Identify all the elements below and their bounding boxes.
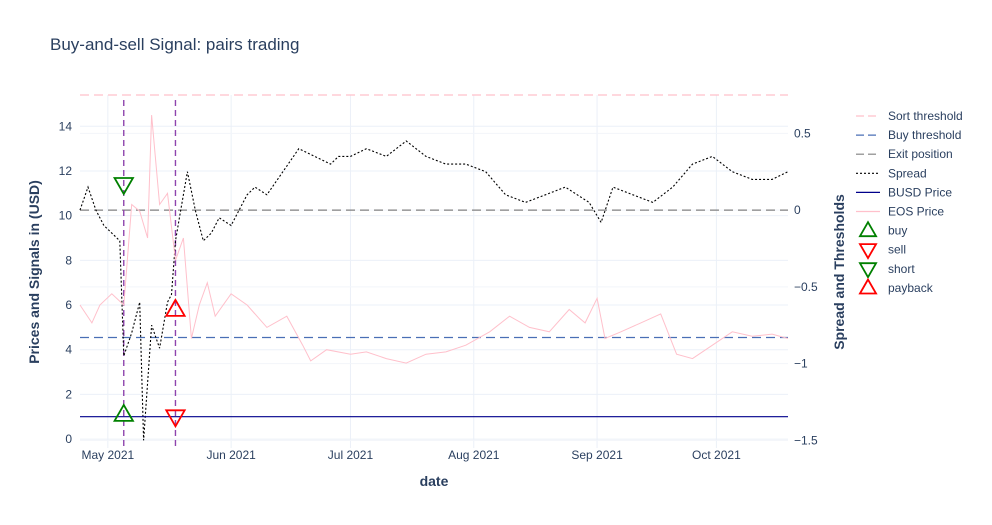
sell-marker <box>164 409 187 429</box>
buy-marker <box>112 403 135 422</box>
right-y-tick-label: 0.5 <box>794 126 811 140</box>
chart-title: Buy-and-sell Signal: pairs trading <box>50 35 299 54</box>
left-y-tick-label: 10 <box>59 209 73 223</box>
legend-label: sell <box>888 243 906 257</box>
left-y-tick-label: 0 <box>65 432 72 446</box>
x-tick-label: Oct 2021 <box>692 448 741 462</box>
x-tick-label: Sep 2021 <box>571 448 623 462</box>
right-y-tick-label: −1.5 <box>794 433 818 447</box>
left-y-tick-label: 2 <box>65 387 72 401</box>
legend-swatch <box>858 277 878 295</box>
x-tick-label: Jul 2021 <box>328 448 374 462</box>
legend-item-payback: payback <box>858 277 934 295</box>
left-y-tick-label: 6 <box>65 298 72 312</box>
series-lines <box>79 115 789 441</box>
legend-label: short <box>888 262 915 276</box>
legend-item-spread: Spread <box>856 166 927 180</box>
spread-line <box>79 140 789 441</box>
legend-label: Sort threshold <box>888 109 963 123</box>
left-y-tick-label: 12 <box>59 164 73 178</box>
threshold-lines <box>80 94 788 339</box>
right-y-tick-label: −1 <box>794 357 808 371</box>
right-y-tick-label: −0.5 <box>794 280 818 294</box>
x-tick-label: May 2021 <box>81 448 134 462</box>
short-marker <box>112 177 135 196</box>
legend-label: BUSD Price <box>888 185 952 199</box>
legend-item-buy: buy <box>858 220 907 238</box>
signal-markers <box>112 177 187 429</box>
legend-label: Spread <box>888 166 927 180</box>
eos-price-line <box>79 115 789 364</box>
right-y-axis-title: Spread and Thresholds <box>831 194 847 350</box>
x-tick-label: Aug 2021 <box>448 448 500 462</box>
left-y-tick-label: 4 <box>65 343 72 357</box>
x-tick-label: Jun 2021 <box>206 448 256 462</box>
legend-label: Buy threshold <box>888 128 961 142</box>
legend-item-eos-price: EOS Price <box>856 205 944 219</box>
left-y-tick-label: 14 <box>59 119 73 133</box>
legend-label: payback <box>888 281 934 295</box>
left-y-axis-title: Prices and Signals in (USD) <box>26 180 42 364</box>
legend-label: buy <box>888 224 907 238</box>
payback-marker <box>164 298 187 317</box>
left-y-axis-ticks: 0 2 4 6 8 10 12 14 <box>59 119 73 446</box>
legend-item-short: short <box>858 262 915 280</box>
legend-swatch <box>858 220 878 238</box>
x-axis-title: date <box>420 473 449 489</box>
legend-item-exit-position: Exit position <box>856 147 953 161</box>
legend-item-sell: sell <box>858 243 906 260</box>
right-y-tick-label: 0 <box>794 203 801 217</box>
legend: Sort threshold Buy threshold Exit position… <box>856 109 963 295</box>
legend-item-busd-price: BUSD Price <box>856 185 952 199</box>
legend-label: Exit position <box>888 147 953 161</box>
grid <box>80 95 788 448</box>
legend-swatch <box>858 243 878 260</box>
x-axis-ticks: May 2021 Jun 2021 Jul 2021 Aug 2021 Sep 2021… <box>81 448 741 462</box>
right-y-axis-ticks: 0.5 0 −0.5 −1 −1.5 <box>794 126 818 447</box>
left-y-tick-label: 8 <box>65 253 72 267</box>
legend-swatch <box>858 262 878 280</box>
legend-item-sort-threshold: Sort threshold <box>856 109 963 123</box>
legend-item-buy-threshold: Buy threshold <box>856 128 961 142</box>
signal-date-lines <box>123 100 177 448</box>
legend-label: EOS Price <box>888 205 944 219</box>
